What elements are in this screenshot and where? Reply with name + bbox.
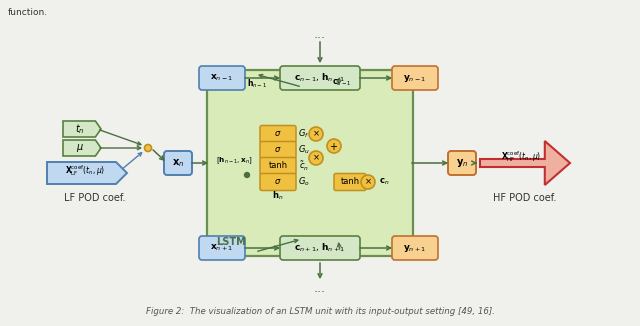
FancyBboxPatch shape [448,151,476,175]
Text: $\mathbf{x}_{n+1}$: $\mathbf{x}_{n+1}$ [211,243,234,253]
Text: $G_o$: $G_o$ [298,176,310,188]
Text: HF POD coef.: HF POD coef. [493,193,557,203]
Text: $\mathbf{c}_{n-1},\,\mathbf{h}_{n-1}$: $\mathbf{c}_{n-1},\,\mathbf{h}_{n-1}$ [294,72,346,84]
Polygon shape [63,140,101,156]
Text: $\mathbf{X}_\mathrm{LF}^\mathrm{coef}(t_n,\mu)$: $\mathbf{X}_\mathrm{LF}^\mathrm{coef}(t_… [65,164,105,178]
FancyBboxPatch shape [334,173,366,190]
Text: $\mathbf{x}_{n-1}$: $\mathbf{x}_{n-1}$ [211,73,234,83]
Text: $\mathbf{c}_{n-1}$: $\mathbf{c}_{n-1}$ [332,78,352,88]
Text: $\mathbf{y}_{n+1}$: $\mathbf{y}_{n+1}$ [403,243,427,254]
Polygon shape [63,121,101,137]
Text: $\mathbf{c}_{n+1},\,\mathbf{h}_{n+1}$: $\mathbf{c}_{n+1},\,\mathbf{h}_{n+1}$ [294,242,346,254]
Circle shape [145,144,152,152]
Polygon shape [480,141,570,185]
FancyBboxPatch shape [260,173,296,190]
Text: LF POD coef.: LF POD coef. [64,193,125,203]
Text: ...: ... [314,27,326,40]
Text: $\mathbf{h}_n$: $\mathbf{h}_n$ [272,190,284,202]
Text: $\mathbf{c}_n$: $\mathbf{c}_n$ [379,177,389,187]
Text: $+$: $+$ [330,141,339,152]
Text: $\times$: $\times$ [312,153,320,163]
FancyBboxPatch shape [207,70,413,256]
FancyBboxPatch shape [392,66,438,90]
Text: tanh: tanh [340,177,360,186]
Text: $[\mathbf{h}_{n-1},\mathbf{x}_n]$: $[\mathbf{h}_{n-1},\mathbf{x}_n]$ [216,156,253,166]
Text: ...: ... [314,281,326,294]
Text: $G_u$: $G_u$ [298,144,310,156]
FancyBboxPatch shape [260,157,296,174]
Text: tanh: tanh [268,161,287,170]
FancyBboxPatch shape [260,126,296,142]
Text: $\mathbf{h}_{n-1}$: $\mathbf{h}_{n-1}$ [247,78,267,91]
Text: Figure 2:  The visualization of an LSTM unit with its input-output setting [49, : Figure 2: The visualization of an LSTM u… [145,307,495,317]
Text: $\sigma$: $\sigma$ [275,177,282,186]
Text: $\times$: $\times$ [364,177,372,187]
FancyBboxPatch shape [280,236,360,260]
FancyBboxPatch shape [280,66,360,90]
Text: $\sigma$: $\sigma$ [275,129,282,139]
Text: $\mathbf{y}_n$: $\mathbf{y}_n$ [456,157,468,169]
FancyBboxPatch shape [199,66,245,90]
Circle shape [327,139,341,153]
Text: function.: function. [8,8,48,17]
Text: $\times$: $\times$ [312,129,320,139]
Circle shape [309,151,323,165]
Circle shape [244,172,250,177]
Text: $\mu$: $\mu$ [76,142,84,154]
Text: $G_f$: $G_f$ [298,128,310,140]
FancyBboxPatch shape [260,141,296,158]
Circle shape [361,175,375,189]
Text: $\sigma$: $\sigma$ [275,145,282,155]
Text: $\tilde{c}_n$: $\tilde{c}_n$ [299,159,309,172]
Circle shape [309,127,323,141]
FancyBboxPatch shape [199,236,245,260]
Text: $\mathbf{X}_\mathrm{HF}^\mathrm{coef}(t_n,\mu)$: $\mathbf{X}_\mathrm{HF}^\mathrm{coef}(t_… [501,150,541,164]
Text: $t_n$: $t_n$ [75,122,85,136]
FancyBboxPatch shape [164,151,192,175]
Polygon shape [47,162,127,184]
Text: $\mathbf{x}_n$: $\mathbf{x}_n$ [172,157,184,169]
FancyBboxPatch shape [392,236,438,260]
Text: $\mathbf{y}_{n-1}$: $\mathbf{y}_{n-1}$ [403,72,427,83]
Text: LSTM: LSTM [216,237,246,247]
